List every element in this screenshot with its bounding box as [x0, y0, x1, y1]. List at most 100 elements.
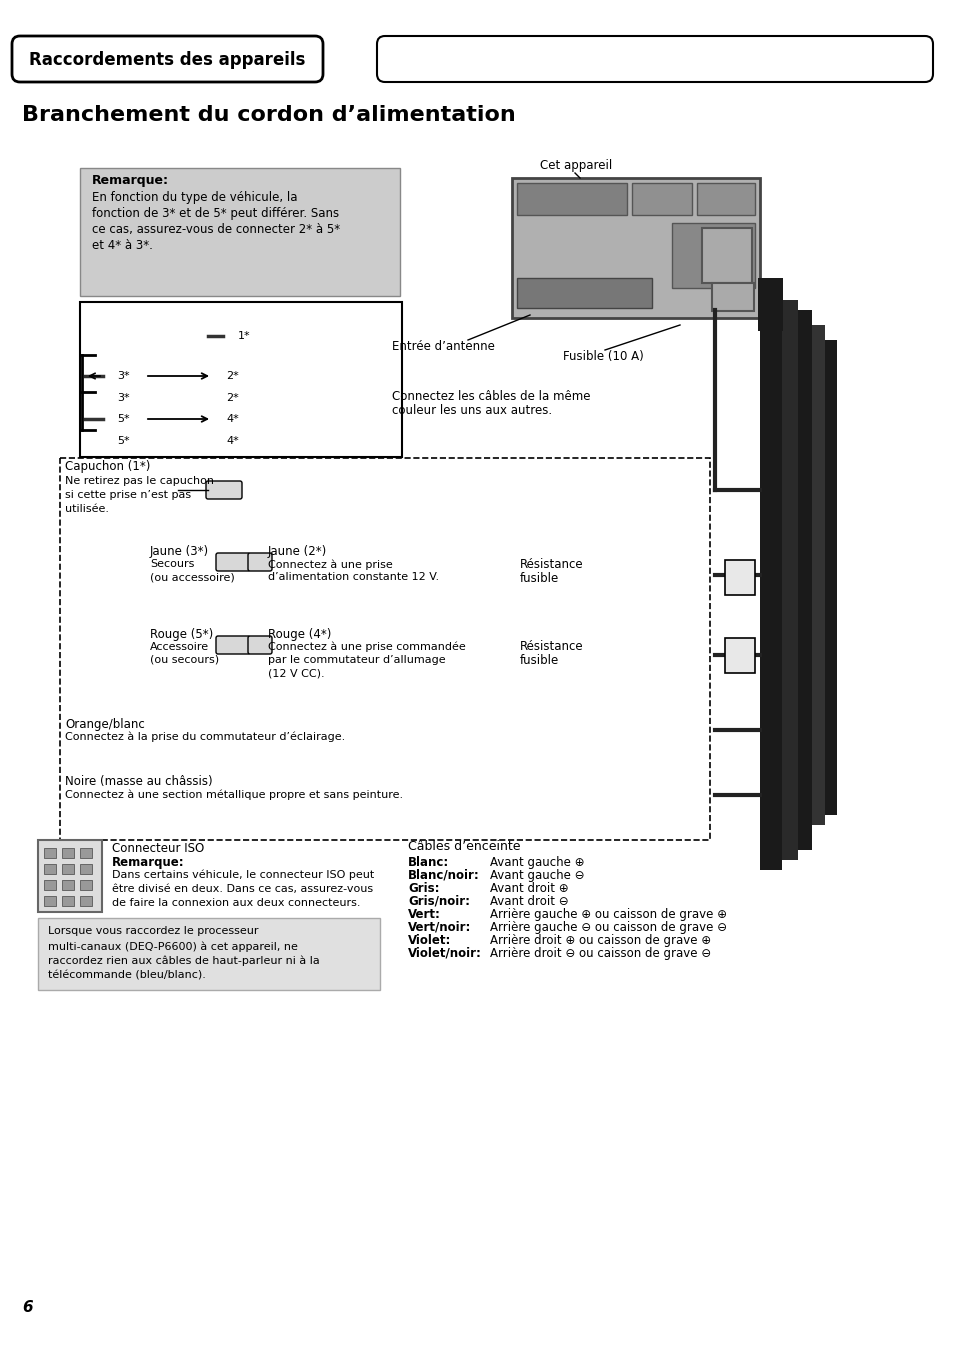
Circle shape [560, 227, 571, 238]
Text: (ou secours): (ou secours) [150, 654, 219, 665]
Text: Arrière droit ⊕ ou caisson de grave ⊕: Arrière droit ⊕ ou caisson de grave ⊕ [490, 934, 710, 946]
Text: Rouge (4*): Rouge (4*) [268, 627, 331, 641]
Text: Secours: Secours [150, 558, 194, 569]
Text: En fonction du type de véhicule, la: En fonction du type de véhicule, la [91, 191, 297, 204]
Bar [62, 848, 74, 859]
Text: Rouge (5*): Rouge (5*) [150, 627, 213, 641]
Circle shape [546, 227, 557, 238]
Bar [701, 228, 751, 283]
Text: 4*: 4* [227, 435, 239, 446]
Bar [80, 864, 91, 873]
Text: Vert/noir:: Vert/noir: [408, 921, 471, 934]
Bar [60, 458, 709, 840]
FancyBboxPatch shape [220, 322, 268, 350]
Circle shape [574, 227, 585, 238]
Text: Branchement du cordon d’alimentation: Branchement du cordon d’alimentation [22, 105, 516, 124]
Circle shape [574, 246, 585, 257]
Bar [38, 840, 102, 913]
Text: 1*: 1* [237, 331, 250, 341]
Bar [44, 880, 56, 890]
FancyBboxPatch shape [206, 481, 242, 499]
Text: Connectez à une prise commandée: Connectez à une prise commandée [268, 642, 465, 653]
Text: Jaune (3*): Jaune (3*) [150, 545, 209, 558]
Text: Accessoire: Accessoire [150, 642, 209, 652]
Text: Blanc:: Blanc: [408, 856, 449, 869]
Text: Capuchon (1*): Capuchon (1*) [65, 460, 151, 473]
Bar [44, 848, 56, 859]
Text: Raccordements des appareils: Raccordements des appareils [29, 51, 305, 69]
Bar [697, 183, 754, 215]
Bar [80, 301, 401, 457]
Text: Violet:: Violet: [408, 934, 451, 946]
Text: (ou accessoire): (ou accessoire) [150, 572, 234, 581]
Text: Blanc/noir:: Blanc/noir: [408, 869, 479, 882]
Bar [62, 864, 74, 873]
Text: ce cas, assurez-vous de connecter 2* à 5*: ce cas, assurez-vous de connecter 2* à 5… [91, 223, 340, 237]
Text: Arrière gauche ⊕ ou caisson de grave ⊕: Arrière gauche ⊕ ou caisson de grave ⊕ [490, 909, 726, 921]
Bar [517, 279, 651, 308]
Text: 2*: 2* [227, 370, 239, 381]
Circle shape [546, 246, 557, 257]
Text: Arrière gauche ⊖ ou caisson de grave ⊖: Arrière gauche ⊖ ou caisson de grave ⊖ [490, 921, 726, 934]
Text: Connectez à une prise: Connectez à une prise [268, 558, 393, 569]
Text: être divisé en deux. Dans ce cas, assurez-vous: être divisé en deux. Dans ce cas, assure… [112, 884, 373, 894]
Text: Fusible (10 A): Fusible (10 A) [562, 350, 643, 362]
Bar [44, 896, 56, 906]
Text: 5*: 5* [117, 435, 131, 446]
Text: Avant gauche ⊖: Avant gauche ⊖ [490, 869, 584, 882]
Bar [80, 168, 399, 296]
FancyBboxPatch shape [12, 37, 323, 82]
Text: Vert:: Vert: [408, 909, 440, 921]
Text: Entrée d’antenne: Entrée d’antenne [392, 339, 495, 353]
Text: si cette prise n’est pas: si cette prise n’est pas [65, 489, 191, 500]
Circle shape [518, 246, 529, 257]
Bar [824, 339, 836, 815]
Text: par le commutateur d’allumage: par le commutateur d’allumage [268, 654, 445, 665]
Text: d’alimentation constante 12 V.: d’alimentation constante 12 V. [268, 572, 438, 581]
Text: Gris/noir:: Gris/noir: [408, 895, 470, 909]
Bar [62, 896, 74, 906]
FancyBboxPatch shape [248, 553, 272, 571]
Text: Ne retirez pas le capuchon: Ne retirez pas le capuchon [65, 476, 213, 485]
Text: 3*: 3* [117, 370, 131, 381]
FancyBboxPatch shape [376, 37, 932, 82]
Bar [724, 638, 754, 673]
Text: Noire (masse au châssis): Noire (masse au châssis) [65, 775, 213, 788]
Bar [80, 880, 91, 890]
Bar [517, 183, 626, 215]
Text: Arrière droit ⊖ ou caisson de grave ⊖: Arrière droit ⊖ ou caisson de grave ⊖ [490, 946, 710, 960]
Text: Résistance: Résistance [519, 558, 583, 571]
Circle shape [532, 227, 543, 238]
Bar [44, 864, 56, 873]
FancyBboxPatch shape [209, 406, 256, 433]
Bar [80, 896, 91, 906]
Text: 5*: 5* [117, 414, 131, 425]
Text: utilisée.: utilisée. [65, 504, 109, 514]
Text: fusible: fusible [519, 572, 558, 585]
Text: Gris:: Gris: [408, 882, 439, 895]
FancyBboxPatch shape [215, 553, 250, 571]
Text: Orange/blanc: Orange/blanc [65, 718, 145, 731]
Circle shape [588, 246, 598, 257]
Bar [797, 310, 811, 850]
Bar [724, 560, 754, 595]
Circle shape [532, 246, 543, 257]
Text: Câbles d’enceinte: Câbles d’enceinte [408, 840, 520, 853]
Text: fusible: fusible [519, 654, 558, 667]
Text: Avant droit ⊖: Avant droit ⊖ [490, 895, 568, 909]
FancyBboxPatch shape [20, 45, 314, 74]
Bar [80, 848, 91, 859]
Text: 6: 6 [22, 1301, 32, 1315]
Circle shape [588, 227, 598, 238]
FancyBboxPatch shape [100, 362, 148, 389]
Text: et 4* à 3*.: et 4* à 3*. [91, 239, 152, 251]
FancyBboxPatch shape [100, 406, 148, 433]
Bar [631, 183, 691, 215]
Text: Lorsque vous raccordez le processeur: Lorsque vous raccordez le processeur [48, 926, 258, 936]
FancyBboxPatch shape [215, 635, 250, 654]
Text: fonction de 3* et de 5* peut différer. Sans: fonction de 3* et de 5* peut différer. S… [91, 207, 338, 220]
Text: multi-canaux (DEQ-P6600) à cet appareil, ne: multi-canaux (DEQ-P6600) à cet appareil,… [48, 941, 297, 952]
Text: 3*: 3* [117, 393, 131, 403]
Text: Dans certains véhicule, le connecteur ISO peut: Dans certains véhicule, le connecteur IS… [112, 869, 374, 880]
Circle shape [560, 246, 571, 257]
